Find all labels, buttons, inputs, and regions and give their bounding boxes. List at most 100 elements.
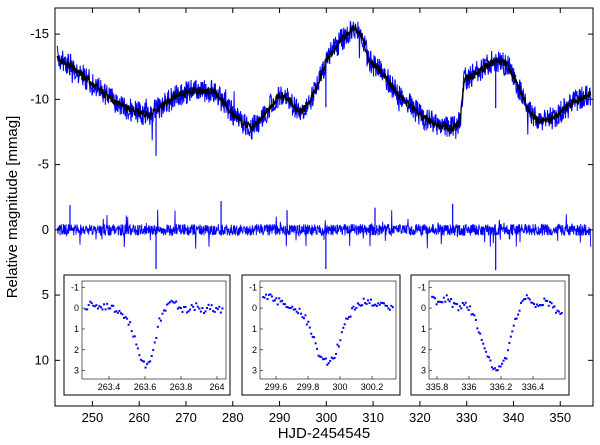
inset-point [272, 299, 275, 302]
inset-outer-frame [410, 274, 570, 396]
inset-point [455, 303, 458, 306]
inset-point [540, 304, 543, 307]
inset-point [179, 307, 182, 310]
inset-axes-frame [428, 280, 566, 380]
inset-point [438, 300, 441, 303]
inset-point [553, 305, 556, 308]
inset-point [368, 302, 371, 305]
inset-point [499, 365, 502, 368]
inset-point [534, 306, 537, 309]
inset-point [276, 303, 279, 306]
inset-point [298, 307, 301, 310]
inset-point [352, 305, 355, 308]
inset-point [471, 313, 474, 316]
inset-point [269, 293, 272, 296]
inset-point [314, 342, 317, 345]
inset-point [164, 309, 167, 312]
inset-x-tick-label: 263.6 [134, 382, 157, 392]
inset-point [432, 296, 435, 299]
inset-point [106, 302, 109, 305]
inset-point [215, 307, 218, 310]
inset-point [485, 350, 488, 353]
inset-point [365, 303, 368, 306]
inset-1: 263.4 263.6 263.8 264 -1 0 1 2 3 [63, 274, 231, 396]
inset-point [508, 341, 511, 344]
inset-point [348, 316, 351, 319]
inset-point [439, 300, 442, 303]
inset-point [121, 313, 124, 316]
inset-point [126, 317, 129, 320]
inset-x-tick-label: 336.4 [522, 382, 545, 392]
x-tick-label: 330 [456, 410, 478, 425]
inset-point [119, 312, 122, 315]
inset-y-tick-label: 1 [421, 324, 426, 334]
inset-point [275, 297, 278, 300]
inset-point [431, 295, 434, 298]
inset-point [515, 317, 518, 320]
inset-point [166, 303, 169, 306]
inset-point [369, 298, 372, 301]
inset-point [178, 306, 181, 309]
x-tick-label: 300 [315, 410, 337, 425]
inset-point [308, 326, 311, 329]
inset-point [172, 301, 175, 304]
inset-point [509, 335, 512, 338]
inset-point [324, 357, 327, 360]
inset-point [152, 348, 155, 351]
inset-axes-frame [81, 280, 227, 380]
inset-point [445, 294, 448, 297]
inset-point [195, 302, 198, 305]
inset-point [84, 308, 87, 311]
inset-x-tick-label: 299.6 [265, 382, 288, 392]
inset-point [273, 299, 276, 302]
inset-point [207, 303, 210, 306]
inset-point [143, 360, 146, 363]
inset-point [202, 312, 205, 315]
inset-outer-frame [63, 274, 231, 396]
y-tick-label: -15 [30, 26, 49, 41]
inset-point [463, 303, 466, 306]
y-tick-label: 5 [42, 287, 49, 302]
inset-point [206, 307, 209, 310]
inset-point [262, 296, 265, 299]
inset-x-tick-label: 264 [209, 382, 224, 392]
x-tick-label: 260 [128, 410, 150, 425]
inset-point [278, 297, 281, 300]
x-tick-label: 250 [82, 410, 104, 425]
inset-point [297, 312, 300, 315]
inset-point [167, 302, 170, 305]
inset-point [527, 297, 530, 300]
inset-x-tick-label: 299.8 [297, 382, 320, 392]
inset-point [193, 308, 196, 311]
inset-point [361, 304, 364, 307]
inset-point [268, 293, 271, 296]
inset-point [169, 301, 172, 304]
inset-point [383, 302, 386, 305]
inset-point [381, 301, 384, 304]
inset-point [218, 305, 221, 308]
inset-point [90, 302, 93, 305]
inset-point [176, 307, 179, 310]
inset-point [498, 365, 501, 368]
inset-point [351, 307, 354, 310]
inset-point [146, 363, 149, 366]
inset-point [489, 359, 492, 362]
inset-point [492, 368, 495, 371]
inset-point [464, 301, 467, 304]
inset-point [98, 305, 101, 308]
inset-point [300, 312, 303, 315]
inset-point [96, 307, 99, 310]
inset-point [289, 307, 292, 310]
inset-point [294, 308, 297, 311]
inset-point [113, 310, 116, 313]
x-tick-label: 290 [269, 410, 291, 425]
inset-x-tick-label: 300.2 [361, 382, 384, 392]
x-tick-label: 280 [222, 410, 244, 425]
inset-point [493, 367, 496, 370]
inset-point [384, 304, 387, 307]
inset-point [155, 336, 158, 339]
inset-point [554, 311, 557, 314]
